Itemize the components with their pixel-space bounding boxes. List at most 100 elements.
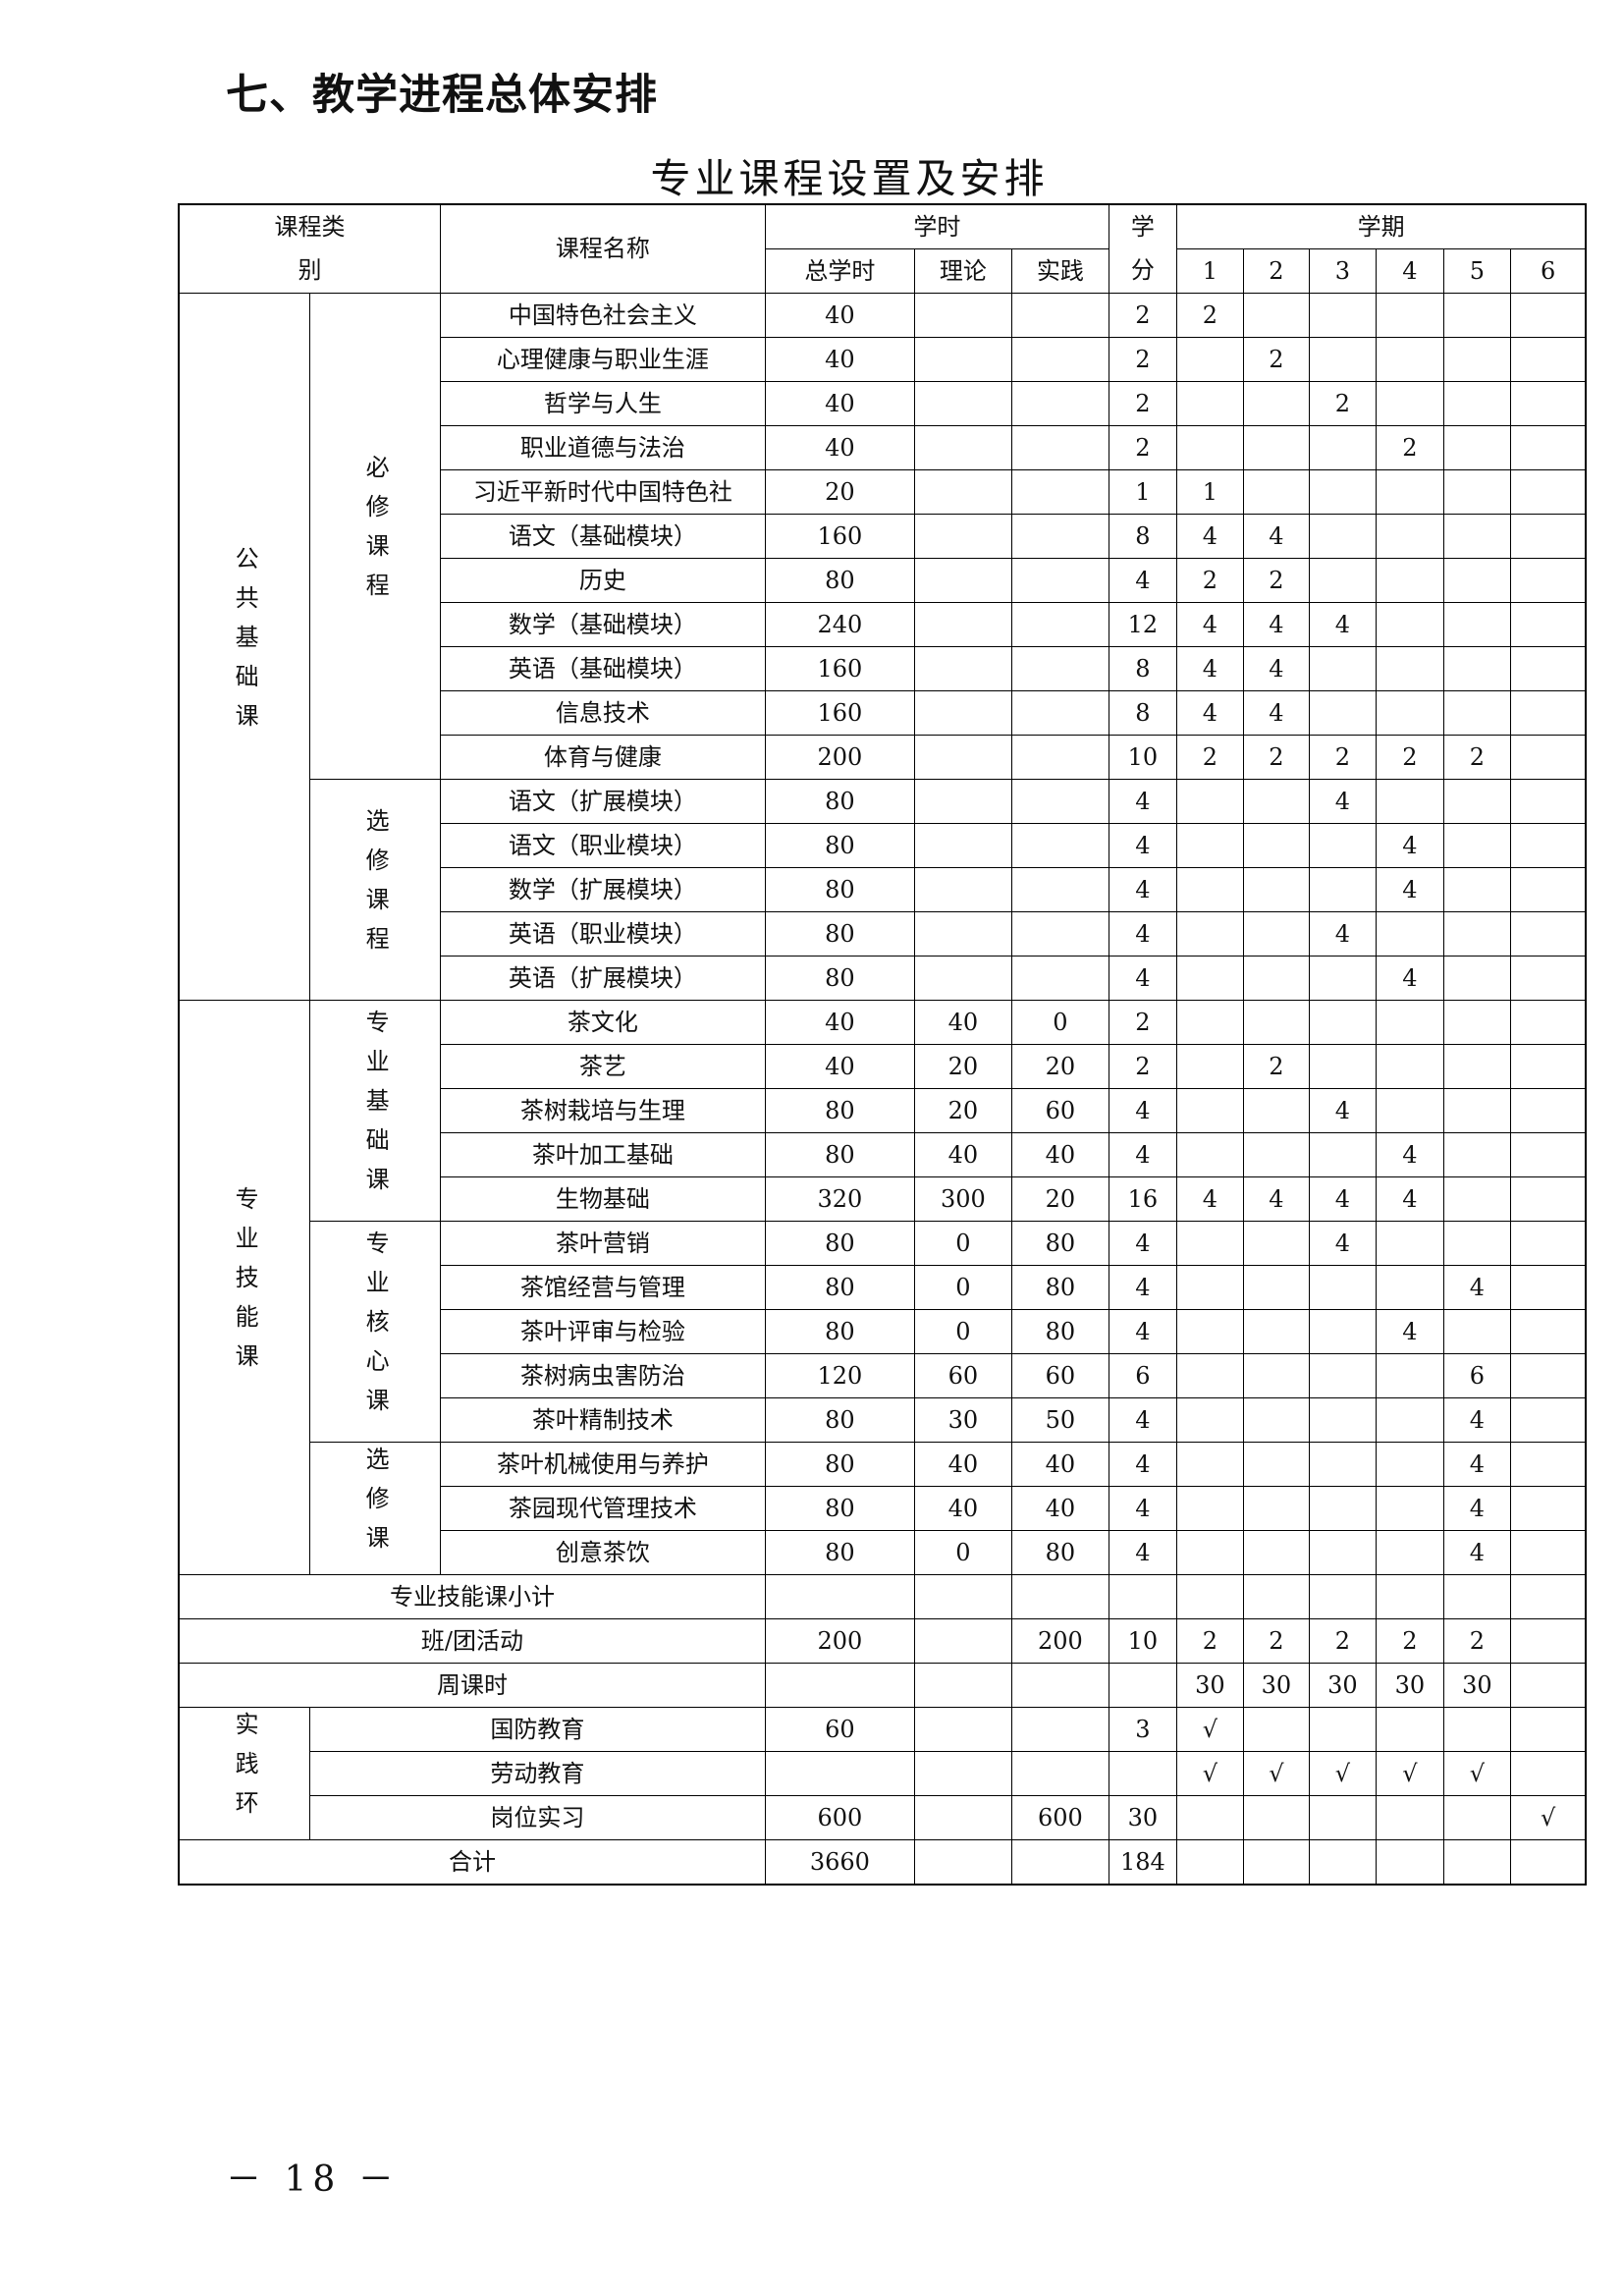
cell-credits: 2	[1108, 337, 1177, 382]
cell-sem-2	[1242, 1000, 1310, 1045]
cell-sem-3: 4	[1308, 911, 1377, 957]
cell-sem-1: 4	[1175, 646, 1244, 691]
cell-sem-6	[1509, 735, 1587, 780]
summary-label: 班/团活动	[178, 1618, 766, 1664]
cell-sem-2: 2	[1242, 1618, 1310, 1664]
table-row: 英语（职业模块） 80 4 4	[179, 911, 1587, 957]
cell-credits: 4	[1108, 867, 1177, 912]
cell-sem-3	[1308, 1486, 1377, 1531]
cell-theory-hours	[913, 1663, 1012, 1708]
cell-credits: 2	[1108, 425, 1177, 470]
cell-sem-5	[1442, 823, 1511, 868]
cell-practice-hours: 80	[1010, 1221, 1109, 1266]
cell-theory-hours: 60	[913, 1353, 1012, 1398]
cell-total-hours: 3660	[764, 1839, 915, 1886]
cell-theory-hours	[913, 1795, 1012, 1840]
cell-course-name: 数学（扩展模块）	[439, 867, 766, 912]
cell-sem-2: 4	[1242, 602, 1310, 647]
cell-course-name: 信息技术	[439, 690, 766, 736]
cell-course-name: 数学（基础模块）	[439, 602, 766, 647]
cell-total-hours: 40	[764, 381, 915, 426]
cell-course-name: 茶叶加工基础	[439, 1132, 766, 1177]
cell-credits: 4	[1108, 1221, 1177, 1266]
cell-sem-2	[1242, 1088, 1310, 1133]
cell-sem-1	[1175, 1397, 1244, 1443]
cell-practice-hours	[1010, 956, 1109, 1001]
table-title: 专业课程设置及安排	[650, 155, 1049, 202]
cell-sem-6	[1509, 1663, 1587, 1708]
cell-sem-4: 30	[1375, 1663, 1444, 1708]
cell-sem-4: 4	[1375, 823, 1444, 868]
cell-sem-4	[1375, 558, 1444, 603]
table-row: 数学（基础模块） 240 12 4 4 4	[179, 602, 1587, 647]
cell-sem-2	[1242, 425, 1310, 470]
cell-sem-4: 2	[1375, 735, 1444, 780]
cell-sem-3	[1308, 425, 1377, 470]
header-row-1: 课程类别 课程名称 学时 学分 学期	[178, 203, 1587, 294]
cell-sem-1	[1175, 823, 1244, 868]
cell-sem-3: 4	[1308, 1221, 1377, 1266]
cell-sem-5: 4	[1442, 1397, 1511, 1443]
cell-theory-hours	[913, 867, 1012, 912]
header-course-name: 课程名称	[439, 203, 766, 294]
cell-sem-5: 4	[1442, 1486, 1511, 1531]
cell-credits: 4	[1108, 1309, 1177, 1354]
cell-practice-hours: 20	[1010, 1044, 1109, 1089]
cell-theory-hours	[913, 735, 1012, 780]
cell-sem-6	[1509, 337, 1587, 382]
table-row: 信息技术 160 8 4 4	[179, 690, 1587, 736]
cell-sem-1	[1175, 779, 1244, 824]
cell-theory-hours: 40	[913, 1442, 1012, 1487]
cell-total-hours	[764, 1663, 915, 1708]
practice-row: 劳动教育 √ √ √ √ √	[179, 1751, 1587, 1796]
subcategory-cell-label: 选修课程	[361, 808, 390, 966]
category-cell-label: 公共基础课	[231, 545, 259, 742]
cell-credits: 4	[1108, 956, 1177, 1001]
cell-credits: 4	[1108, 1530, 1177, 1575]
cell-sem-3	[1308, 1839, 1377, 1886]
cell-sem-6	[1509, 1221, 1587, 1266]
table-row: 专业技能课 专业基础课 茶文化 40 40 0 2	[178, 1000, 1587, 1575]
summary-row: 专业技能课小计	[178, 1574, 1587, 1619]
cell-total-hours	[764, 1574, 915, 1619]
cell-practice-hours	[1010, 646, 1109, 691]
cell-sem-2: 2	[1242, 558, 1310, 603]
cell-sem-5	[1442, 337, 1511, 382]
cell-sem-6	[1509, 1000, 1587, 1045]
cell-total-hours: 80	[764, 1265, 915, 1310]
cell-sem-1: 2	[1175, 558, 1244, 603]
cell-sem-2: 4	[1242, 514, 1310, 559]
cell-sem-6	[1509, 1574, 1587, 1619]
cell-course-name: 国防教育	[308, 1707, 766, 1752]
practice-row: 实践环 国防教育 60 3 √	[178, 1707, 1587, 1840]
cell-sem-2: √	[1242, 1751, 1310, 1796]
cell-sem-5	[1442, 1044, 1511, 1089]
cell-sem-3: 4	[1308, 602, 1377, 647]
cell-total-hours: 20	[764, 469, 915, 515]
cell-practice-hours: 40	[1010, 1132, 1109, 1177]
cell-course-name: 心理健康与职业生涯	[439, 337, 766, 382]
cell-theory-hours	[913, 558, 1012, 603]
cell-sem-3	[1308, 1353, 1377, 1398]
cell-theory-hours	[913, 1707, 1012, 1752]
cell-sem-5	[1442, 1309, 1511, 1354]
cell-sem-6	[1509, 1839, 1587, 1886]
cell-credits: 4	[1108, 823, 1177, 868]
cell-sem-2: 2	[1242, 337, 1310, 382]
cell-practice-hours	[1010, 1663, 1109, 1708]
cell-sem-2	[1242, 1353, 1310, 1398]
cell-sem-4: √	[1375, 1751, 1444, 1796]
cell-sem-4	[1375, 293, 1444, 338]
cell-sem-1	[1175, 1000, 1244, 1045]
cell-sem-2	[1242, 1486, 1310, 1531]
cell-sem-1: 30	[1175, 1663, 1244, 1708]
cell-practice-hours	[1010, 911, 1109, 957]
cell-credits: 4	[1108, 779, 1177, 824]
cell-sem-1: 2	[1175, 735, 1244, 780]
cell-sem-5: 4	[1442, 1530, 1511, 1575]
cell-total-hours: 120	[764, 1353, 915, 1398]
cell-sem-2	[1242, 381, 1310, 426]
cell-course-name: 习近平新时代中国特色社	[439, 469, 766, 515]
cell-sem-1	[1175, 1265, 1244, 1310]
cell-sem-3	[1308, 1132, 1377, 1177]
